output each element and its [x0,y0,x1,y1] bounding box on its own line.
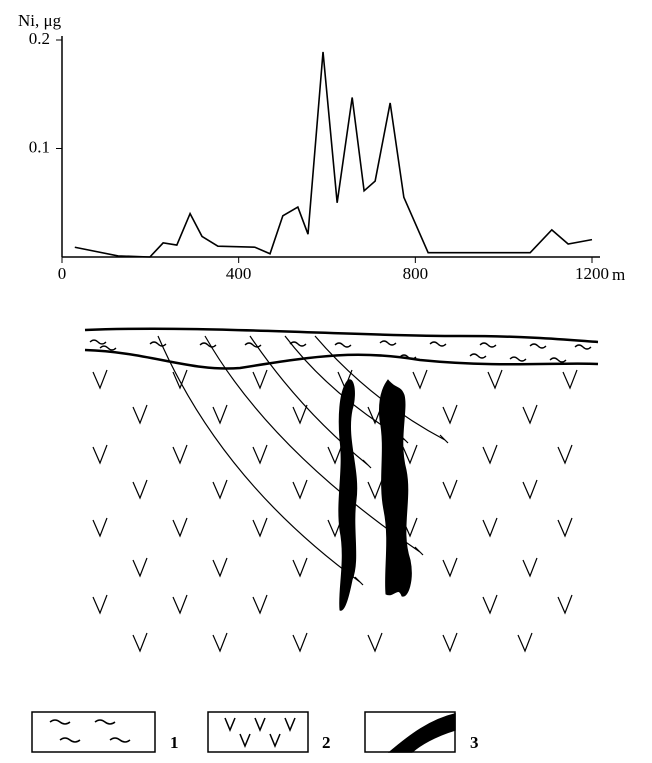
ore-body [379,379,412,597]
v-mark [367,479,383,500]
x-tick-label: 800 [403,264,429,283]
v-mark [92,369,108,390]
v-mark [482,517,498,538]
v-mark [252,444,268,465]
v-mark [557,517,573,538]
tilde [149,341,167,347]
v-mark [517,632,533,653]
v-mark [292,632,308,653]
cross-section [84,327,599,653]
v-mark [212,557,228,578]
x-tick-label: 400 [226,264,252,283]
x-tick-label: 1200 [575,264,609,283]
v-mark [132,479,148,500]
v-mark [367,404,383,425]
borehole [157,335,364,586]
tilde [399,354,417,360]
v-mark [442,479,458,500]
tilde [199,342,217,348]
legend-box [31,711,156,753]
y-tick-label: 0.1 [29,137,50,156]
tilde [289,341,307,347]
v-mark [482,594,498,615]
tilde [244,342,262,348]
layer-base [84,348,599,370]
v-mark [442,404,458,425]
v-mark [92,517,108,538]
v-mark [442,632,458,653]
data-line [74,51,593,258]
v-mark [402,517,418,538]
tilde [574,344,592,350]
x-unit-label: m [612,265,625,284]
v-mark [522,557,538,578]
y-axis-label: Ni, μg [18,11,62,30]
v-mark [327,444,343,465]
v-mark [172,517,188,538]
v-mark [562,369,578,390]
tilde [479,342,497,348]
v-mark [212,404,228,425]
tilde [529,343,547,349]
legend-symbol [387,713,456,753]
tilde [549,357,567,363]
legend-label: 1 [170,733,179,752]
v-mark [172,369,188,390]
legend-symbol [49,719,131,743]
v-mark [522,404,538,425]
legend: 1 2 3 [31,711,479,753]
chart: 0 400 800 1200 0.1 0.2 [29,29,609,283]
v-mark [487,369,503,390]
v-mark [132,404,148,425]
v-mark [557,444,573,465]
v-mark [132,557,148,578]
v-mark [327,517,343,538]
v-mark [367,632,383,653]
ore-body [338,379,358,611]
v-mark [252,594,268,615]
v-mark [292,557,308,578]
v-mark [92,444,108,465]
v-mark [292,479,308,500]
v-mark [442,557,458,578]
v-mark [172,594,188,615]
v-mark [482,444,498,465]
v-mark [292,404,308,425]
legend-label: 3 [470,733,479,752]
legend-symbol [224,717,296,748]
borehole [314,335,449,444]
v-mark [557,594,573,615]
v-mark [92,594,108,615]
legend-label: 2 [322,733,331,752]
v-mark [252,369,268,390]
v-mark [212,632,228,653]
v-mark [522,479,538,500]
v-mark [172,444,188,465]
v-mark [132,632,148,653]
v-mark [252,517,268,538]
v-mark [412,369,428,390]
tilde [469,353,487,359]
v-mark [337,369,353,390]
surface-line [84,327,599,344]
tilde [509,356,527,362]
tilde [89,339,107,345]
tilde [334,342,352,348]
tilde [99,345,117,351]
x-tick-label: 0 [58,264,67,283]
tilde [429,341,447,347]
borehole [204,335,424,556]
y-tick-label: 0.2 [29,29,50,48]
legend-box [207,711,309,753]
v-mark [212,479,228,500]
v-mark [402,444,418,465]
tilde [379,340,397,346]
